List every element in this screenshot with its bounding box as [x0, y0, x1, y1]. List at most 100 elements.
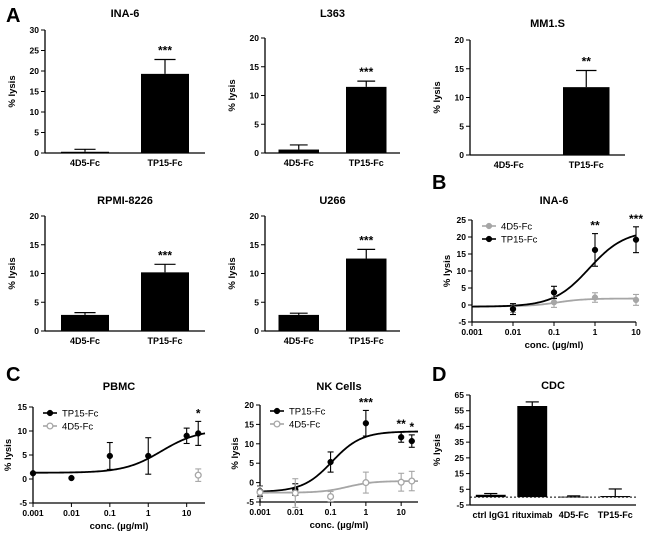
y-axis-label: % lysis	[442, 255, 453, 287]
y-tick-label: 20	[250, 211, 260, 221]
legend-marker	[485, 222, 493, 230]
chart-1: L363 % lysis 0 5 10 15 20 4D5-Fc TP15-Fc ***	[227, 8, 400, 168]
y-tick-label: 0	[459, 150, 464, 160]
y-tick-label: -5	[456, 500, 464, 510]
x-tick-label: 0.01	[287, 507, 304, 517]
data-point	[362, 479, 370, 487]
x-tick-label: 1	[364, 507, 369, 517]
y-tick-label: 10	[30, 269, 40, 279]
x-tick-label: 10	[182, 508, 192, 518]
y-tick-label: 15	[245, 419, 255, 429]
y-tick-label: 25	[457, 215, 467, 225]
y-tick-label: 5	[254, 119, 259, 129]
y-axis-label: % lysis	[432, 434, 443, 466]
bar	[61, 151, 109, 153]
category-label: TP15-Fc	[147, 336, 182, 346]
data-point	[591, 294, 599, 301]
legend-label: 4D5-Fc	[501, 222, 532, 233]
category-label: 4D5-Fc	[559, 510, 589, 520]
data-point	[195, 430, 202, 437]
legend-marker	[273, 420, 281, 428]
y-tick-label: 5	[254, 297, 259, 307]
legend-marker	[273, 407, 281, 415]
bar	[600, 496, 631, 498]
y-tick-label: 5	[461, 283, 466, 293]
bar	[558, 496, 589, 498]
chart-5: INA-6 % lysis conc. (µg/ml) -5 0 5 10 15 20 25 0.0…	[442, 195, 643, 351]
chart-8: CDC % lysis -5 5 15 25 35 45 55 65 ctrl IgG1 rituxi…	[432, 380, 636, 520]
x-tick-label: 10	[396, 507, 406, 517]
significance-label: ***	[359, 233, 373, 247]
y-axis-label: % lysis	[7, 257, 18, 289]
y-tick-label: 15	[30, 240, 40, 250]
significance-label: **	[582, 54, 592, 68]
y-tick-label: 5	[249, 458, 254, 468]
significance-label: ***	[158, 248, 172, 262]
panel-letter-d: D	[432, 364, 446, 386]
y-tick-label: -5	[246, 497, 254, 507]
bar	[61, 314, 109, 331]
y-tick-label: 0	[22, 474, 27, 484]
chart-3: RPMI-8226 % lysis 0 5 10 15 20 4D5-Fc TP15-Fc ***	[7, 195, 205, 346]
y-axis-label: % lysis	[227, 257, 238, 289]
category-label: 4D5-Fc	[70, 158, 100, 168]
bar	[278, 149, 319, 153]
data-point	[408, 477, 416, 485]
significance-label: ***	[629, 212, 643, 226]
x-tick-label: 0.001	[249, 507, 271, 517]
significance-label: ***	[359, 395, 373, 409]
fit-curve-tp15-fc	[32, 432, 206, 474]
data-point	[291, 489, 299, 497]
y-tick-label: -5	[19, 498, 27, 508]
x-tick-label: 0.01	[63, 508, 80, 518]
y-tick-label: 15	[250, 62, 260, 72]
data-point	[632, 296, 640, 304]
category-label: rituximab	[512, 510, 553, 520]
chart-title: CDC	[541, 380, 565, 392]
y-tick-label: 0	[34, 326, 39, 336]
significance-label: *	[196, 406, 201, 420]
significance-label: ***	[158, 44, 172, 58]
y-tick-label: 15	[18, 402, 28, 412]
x-axis-label: conc. (µg/ml)	[310, 520, 369, 531]
y-tick-label: 10	[457, 266, 467, 276]
y-tick-label: 25	[30, 46, 40, 56]
category-label: 4D5-Fc	[284, 158, 314, 168]
y-tick-label: 15	[30, 87, 40, 97]
data-point	[327, 493, 335, 501]
bar	[475, 494, 506, 498]
x-axis-label: conc. (µg/ml)	[525, 340, 584, 351]
data-point	[550, 299, 558, 306]
significance-label: *	[409, 420, 414, 434]
panel-letter-a: A	[6, 5, 20, 27]
y-tick-label: 35	[455, 437, 465, 447]
data-point	[398, 434, 405, 441]
category-label: 4D5-Fc	[494, 160, 524, 170]
category-label: TP15-Fc	[598, 510, 633, 520]
y-tick-label: -5	[458, 317, 466, 327]
data-point	[591, 246, 599, 254]
data-point	[183, 432, 190, 439]
chart-title: L363	[320, 8, 345, 20]
panel-letter-c: C	[6, 364, 20, 386]
y-tick-label: 0	[254, 148, 259, 158]
y-tick-label: 65	[455, 390, 465, 400]
chart-title: PBMC	[103, 381, 135, 393]
y-tick-label: 20	[250, 33, 260, 43]
y-tick-label: 0	[461, 300, 466, 310]
y-axis-label: % lysis	[7, 75, 18, 107]
chart-4: U266 % lysis 0 5 10 15 20 4D5-Fc TP15-Fc ***	[227, 195, 400, 346]
significance-label: **	[396, 417, 406, 431]
legend-label: TP15-Fc	[289, 407, 326, 418]
y-tick-label: 10	[250, 269, 260, 279]
y-tick-label: 5	[34, 128, 39, 138]
bar	[346, 86, 387, 153]
y-tick-label: 10	[455, 93, 465, 103]
data-point	[397, 478, 405, 486]
x-tick-label: 0.1	[325, 507, 337, 517]
category-label: TP15-Fc	[349, 336, 384, 346]
category-label: TP15-Fc	[569, 160, 604, 170]
y-tick-label: 25	[455, 453, 465, 463]
significance-label: **	[590, 219, 600, 233]
bar	[141, 73, 189, 153]
